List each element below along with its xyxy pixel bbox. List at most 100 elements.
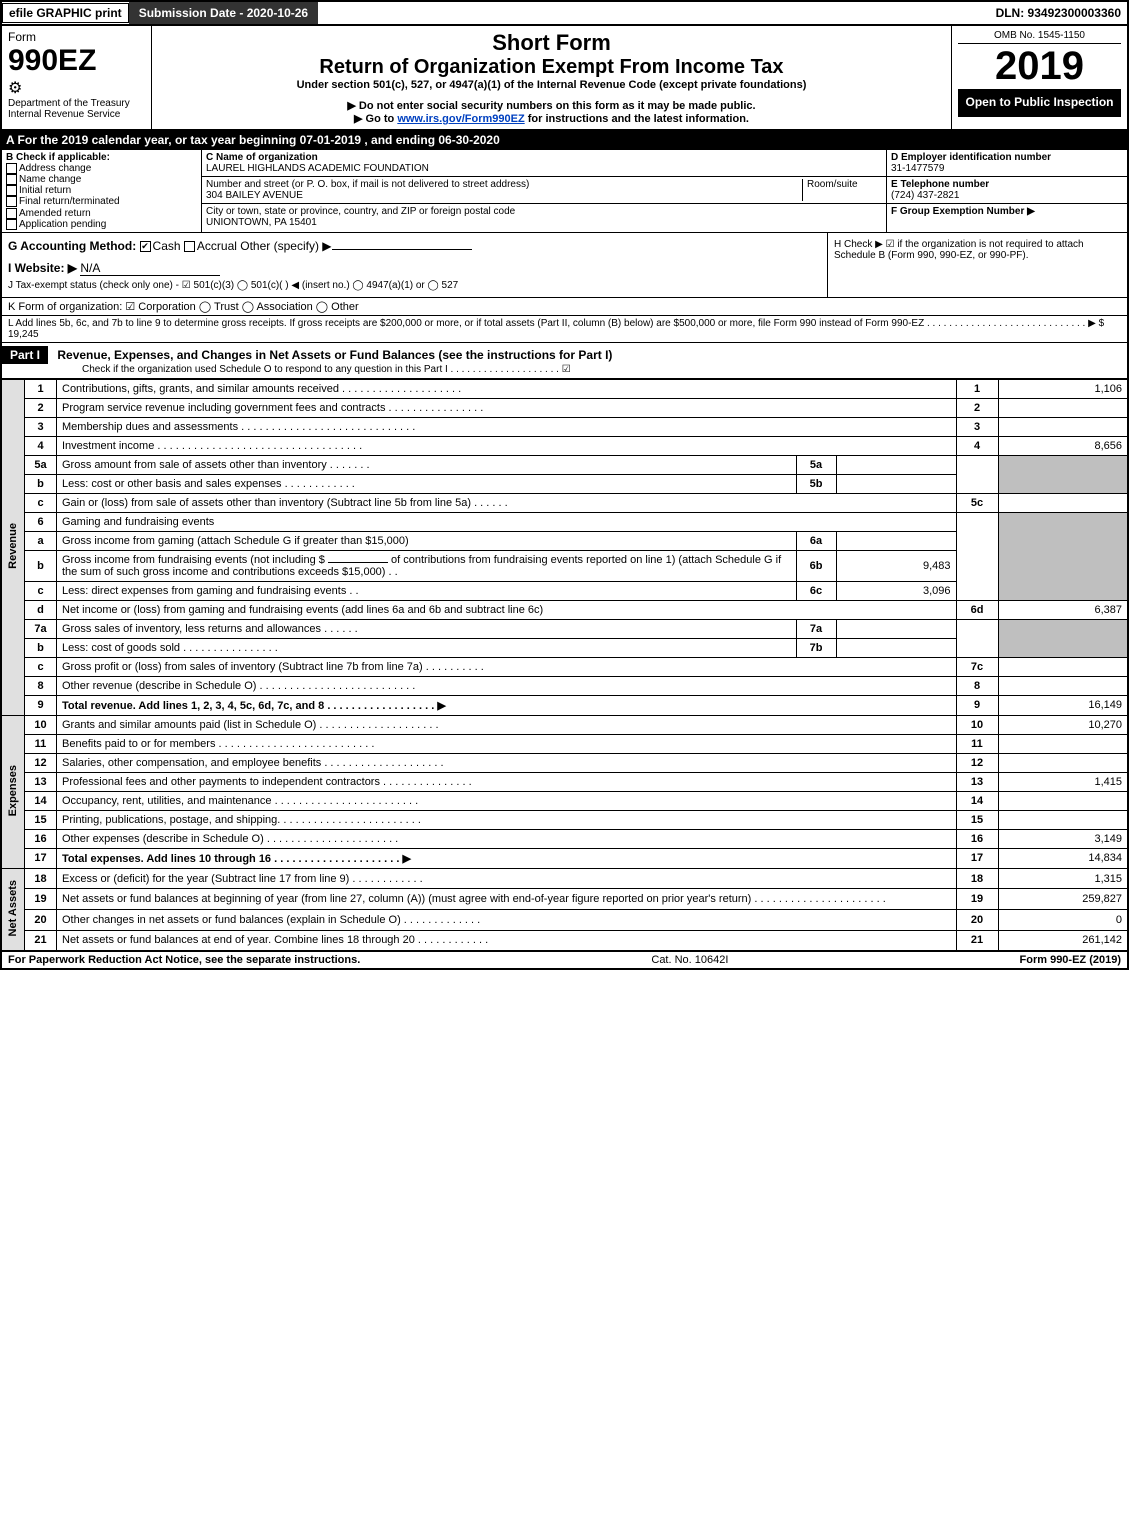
table-row: 5a Gross amount from sale of assets othe… <box>1 455 1128 474</box>
sub-amount: 9,483 <box>836 550 956 581</box>
submission-date-button[interactable]: Submission Date - 2020-10-26 <box>129 2 318 24</box>
table-row: 21 Net assets or fund balances at end of… <box>1 930 1128 951</box>
line-text: Less: cost of goods sold . . . . . . . .… <box>57 638 797 657</box>
line-num: 21 <box>25 930 57 951</box>
part1-header: Part I Revenue, Expenses, and Changes in… <box>0 343 1129 379</box>
line-text: Professional fees and other payments to … <box>57 772 957 791</box>
line-text: Other expenses (describe in Schedule O) … <box>57 829 957 848</box>
g-other-input[interactable] <box>332 249 472 250</box>
sub-ref: 7a <box>796 619 836 638</box>
shade-cell <box>956 619 998 657</box>
chk-address-change[interactable] <box>6 163 17 174</box>
line-text: Contributions, gifts, grants, and simila… <box>57 379 957 398</box>
box-b-item-0: Address change <box>19 163 91 174</box>
line-amount <box>998 753 1128 772</box>
box-h-text: H Check ▶ ☑ if the organization is not r… <box>827 233 1127 297</box>
chk-cash[interactable] <box>140 241 151 252</box>
line-text: Other revenue (describe in Schedule O) .… <box>57 676 957 695</box>
sub-amount <box>836 531 956 550</box>
contrib-input[interactable] <box>328 562 388 563</box>
box-l: L Add lines 5b, 6c, and 7b to line 9 to … <box>0 316 1129 343</box>
line-text: Other changes in net assets or fund bala… <box>57 910 957 931</box>
line-num: b <box>25 474 57 493</box>
table-row: 15 Printing, publications, postage, and … <box>1 810 1128 829</box>
table-row: 7a Gross sales of inventory, less return… <box>1 619 1128 638</box>
line-text: Grants and similar amounts paid (list in… <box>57 715 957 734</box>
box-c-street-label: Number and street (or P. O. box, if mail… <box>206 179 529 190</box>
revenue-vert-label: Revenue <box>1 379 25 715</box>
sub-amount <box>836 638 956 657</box>
chk-initial-return[interactable] <box>6 185 17 196</box>
chk-final-return[interactable] <box>6 196 17 207</box>
shade-cell <box>998 455 1128 493</box>
form-label: Form <box>8 30 145 44</box>
ein-value: 31-1477579 <box>891 163 944 174</box>
line-ref: 9 <box>956 695 998 715</box>
irs-link[interactable]: www.irs.gov/Form990EZ <box>397 113 524 125</box>
sub-ref: 5a <box>796 455 836 474</box>
line-text: Gross sales of inventory, less returns a… <box>57 619 797 638</box>
chk-name-change[interactable] <box>6 174 17 185</box>
line-num: b <box>25 550 57 581</box>
table-row: 12 Salaries, other compensation, and emp… <box>1 753 1128 772</box>
treasury-icon: ⚙ <box>8 78 145 98</box>
box-k: K Form of organization: ☑ Corporation ◯ … <box>0 298 1129 316</box>
form-header: Form 990EZ ⚙ Department of the Treasury … <box>0 26 1129 130</box>
line-num: 16 <box>25 829 57 848</box>
line-a-bar: A For the 2019 calendar year, or tax yea… <box>0 130 1129 150</box>
g-other: Other (specify) ▶ <box>240 239 331 253</box>
line-text: Gross profit or (loss) from sales of inv… <box>57 657 957 676</box>
org-city: UNIONTOWN, PA 15401 <box>206 217 317 228</box>
expenses-vert-label: Expenses <box>1 715 25 868</box>
line-ref: 17 <box>956 848 998 868</box>
box-b-item-5: Application pending <box>19 219 106 230</box>
line-text: Gross income from gaming (attach Schedul… <box>57 531 797 550</box>
line-amount <box>998 791 1128 810</box>
line-amount: 16,149 <box>998 695 1128 715</box>
box-c: C Name of organization LAUREL HIGHLANDS … <box>202 150 887 232</box>
line-text: Total expenses. Add lines 10 through 16 … <box>57 848 957 868</box>
part1-check-text: Check if the organization used Schedule … <box>2 364 1127 375</box>
table-row: 8 Other revenue (describe in Schedule O)… <box>1 676 1128 695</box>
line-amount: 0 <box>998 910 1128 931</box>
chk-accrual[interactable] <box>184 241 195 252</box>
shade-cell <box>956 512 998 600</box>
sub-ref: 7b <box>796 638 836 657</box>
table-row: 3 Membership dues and assessments . . . … <box>1 417 1128 436</box>
website-value: N/A <box>80 261 220 276</box>
line-amount: 14,834 <box>998 848 1128 868</box>
line-text: Gross income from fundraising events (no… <box>57 550 797 581</box>
line-amount <box>998 810 1128 829</box>
line-ref: 15 <box>956 810 998 829</box>
line-amount <box>998 398 1128 417</box>
line-text: Benefits paid to or for members . . . . … <box>57 734 957 753</box>
omb-number: OMB No. 1545-1150 <box>958 30 1121 44</box>
box-b-item-2: Initial return <box>19 185 71 196</box>
line-ref: 12 <box>956 753 998 772</box>
top-bar: efile GRAPHIC print Submission Date - 20… <box>0 0 1129 26</box>
line-ref: 16 <box>956 829 998 848</box>
table-row: 4 Investment income . . . . . . . . . . … <box>1 436 1128 455</box>
shade-cell <box>998 512 1128 600</box>
cat-no: Cat. No. 10642I <box>360 954 1019 966</box>
part1-label: Part I <box>2 346 48 364</box>
line-text: Net assets or fund balances at end of ye… <box>57 930 957 951</box>
table-row: 6 Gaming and fundraising events <box>1 512 1128 531</box>
line-ref: 4 <box>956 436 998 455</box>
line-ref: 21 <box>956 930 998 951</box>
line-ref: 8 <box>956 676 998 695</box>
no-ssn-warning: ▶ Do not enter social security numbers o… <box>162 99 941 112</box>
box-d-label: D Employer identification number <box>891 152 1051 163</box>
chk-application-pending[interactable] <box>6 219 17 230</box>
efile-button[interactable]: efile GRAPHIC print <box>2 3 129 23</box>
chk-amended-return[interactable] <box>6 208 17 219</box>
line-num: 8 <box>25 676 57 695</box>
line-text: Less: cost or other basis and sales expe… <box>57 474 797 493</box>
line-text: Gain or (loss) from sale of assets other… <box>57 493 957 512</box>
line-num: 11 <box>25 734 57 753</box>
line-num: 15 <box>25 810 57 829</box>
line-amount: 3,149 <box>998 829 1128 848</box>
line-text: Total revenue. Add lines 1, 2, 3, 4, 5c,… <box>57 695 957 715</box>
line-ref: 6d <box>956 600 998 619</box>
line-num: 5a <box>25 455 57 474</box>
